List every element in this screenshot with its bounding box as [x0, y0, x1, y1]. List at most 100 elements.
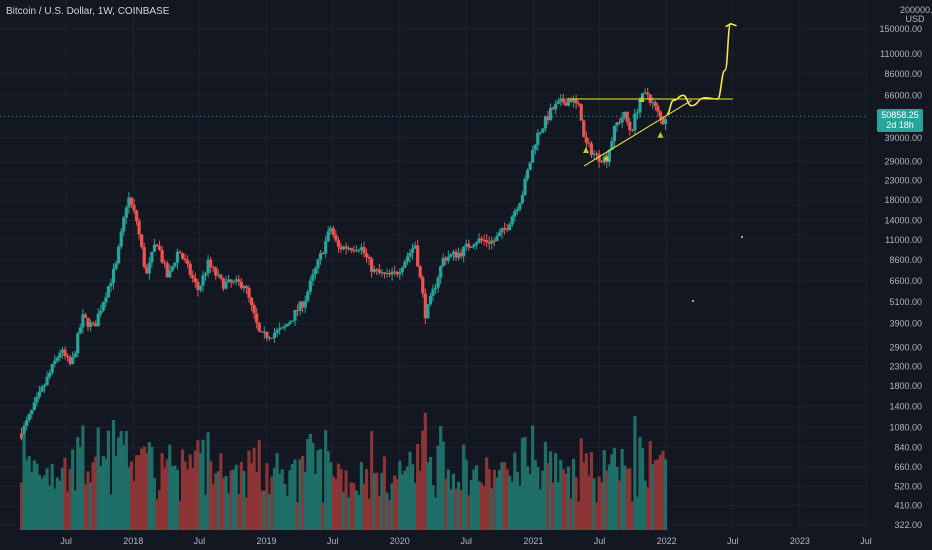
- candle-body: [449, 254, 453, 257]
- volume-bar: [589, 452, 594, 530]
- y-tick-label: 5100.00: [889, 297, 922, 307]
- candle-body: [147, 262, 151, 274]
- candle-body: [538, 132, 542, 134]
- volume-bar: [96, 427, 100, 530]
- candle-body: [40, 386, 44, 392]
- candle-body: [96, 313, 100, 327]
- projection-arrowhead: [725, 22, 737, 28]
- volume-bar: [543, 441, 548, 530]
- volume-bar: [150, 446, 154, 530]
- volume-bar: [91, 462, 95, 530]
- volume-bar: [513, 452, 517, 530]
- volume-bar: [42, 475, 47, 530]
- candle-body: [490, 240, 494, 244]
- volume-bar: [459, 489, 463, 530]
- volume-bar: [492, 469, 496, 530]
- volume-bar: [111, 420, 116, 530]
- volume-bar: [625, 468, 629, 530]
- candle-body: [556, 101, 560, 104]
- arrow-marker: [657, 131, 664, 138]
- candle-body: [454, 251, 458, 258]
- candle-body: [71, 357, 75, 364]
- volume-bar: [81, 425, 85, 530]
- candle-body: [32, 402, 36, 410]
- candle-body: [479, 238, 484, 240]
- volume-bar: [617, 480, 622, 530]
- candle-body: [485, 240, 489, 243]
- volume-bar: [449, 489, 453, 530]
- volume-bar: [423, 412, 427, 530]
- volume-bar: [71, 449, 75, 530]
- x-tick-label: 2022: [657, 536, 677, 546]
- volume-bar: [564, 473, 568, 530]
- volume-bar: [285, 495, 289, 530]
- candle-body: [117, 246, 121, 264]
- candle-body: [22, 425, 26, 439]
- candle-body: [255, 313, 259, 323]
- volume-bar: [239, 461, 243, 530]
- volume-bar: [214, 473, 218, 530]
- y-tick-label: 86000.00: [884, 69, 922, 79]
- candle-body: [91, 322, 95, 324]
- candle-body: [88, 322, 93, 327]
- candle-body: [19, 433, 24, 439]
- candle-body: [554, 103, 558, 110]
- y-tick-label: 110000.00: [880, 49, 922, 59]
- y-tick-label: 410.00: [894, 500, 922, 510]
- volume-bar: [474, 465, 479, 530]
- volume-bar: [456, 481, 461, 530]
- candle-body: [533, 144, 537, 150]
- candle-body: [137, 220, 141, 235]
- candle-body: [206, 259, 210, 274]
- candle-body: [165, 263, 169, 278]
- volume-bar: [114, 456, 118, 530]
- candle-body: [262, 331, 266, 333]
- volume-bar: [403, 470, 407, 530]
- candle-body: [372, 269, 376, 272]
- candle-body: [214, 267, 218, 276]
- projected-path[interactable]: [666, 22, 732, 116]
- candle-body: [344, 246, 348, 249]
- candle-body: [265, 331, 269, 339]
- volume-bar: [370, 431, 374, 530]
- volume-bar: [359, 462, 364, 530]
- candle-body: [495, 236, 499, 242]
- volume-bar: [495, 477, 499, 530]
- candle-body: [42, 385, 47, 387]
- volume-bar: [124, 431, 128, 530]
- volume-bar: [132, 480, 136, 530]
- volume-bar: [311, 442, 315, 530]
- y-tick-label: 660.00: [894, 462, 922, 472]
- volume-bar: [612, 447, 617, 530]
- volume-bar: [362, 483, 366, 530]
- volume-bar: [377, 495, 381, 530]
- candle-body: [329, 228, 333, 232]
- volume-bar: [316, 450, 320, 530]
- volume-bar: [145, 452, 149, 530]
- volume-bar: [646, 487, 650, 530]
- support-trendline[interactable]: [583, 99, 692, 167]
- volume-bar: [140, 448, 144, 530]
- volume-bar: [188, 454, 192, 530]
- y-tick-label: 840.00: [894, 443, 922, 453]
- volume-bar: [413, 482, 417, 530]
- volume-bar: [142, 446, 146, 530]
- volume-bar: [237, 494, 241, 530]
- candle-body: [515, 209, 519, 212]
- volume-bar: [341, 492, 346, 530]
- volume-bar: [117, 437, 121, 530]
- candle-body: [610, 141, 614, 150]
- volume-bar: [400, 474, 404, 530]
- volume-bar: [265, 463, 269, 530]
- y-tick-label: 520.00: [894, 481, 922, 491]
- volume-bar: [73, 490, 77, 530]
- candle-body: [58, 352, 62, 358]
- volume-bar: [426, 462, 430, 530]
- candle-body: [433, 287, 438, 289]
- candle-body: [27, 414, 31, 421]
- candle-body: [459, 252, 463, 257]
- volume-bar: [382, 456, 387, 530]
- candle-body: [191, 275, 195, 279]
